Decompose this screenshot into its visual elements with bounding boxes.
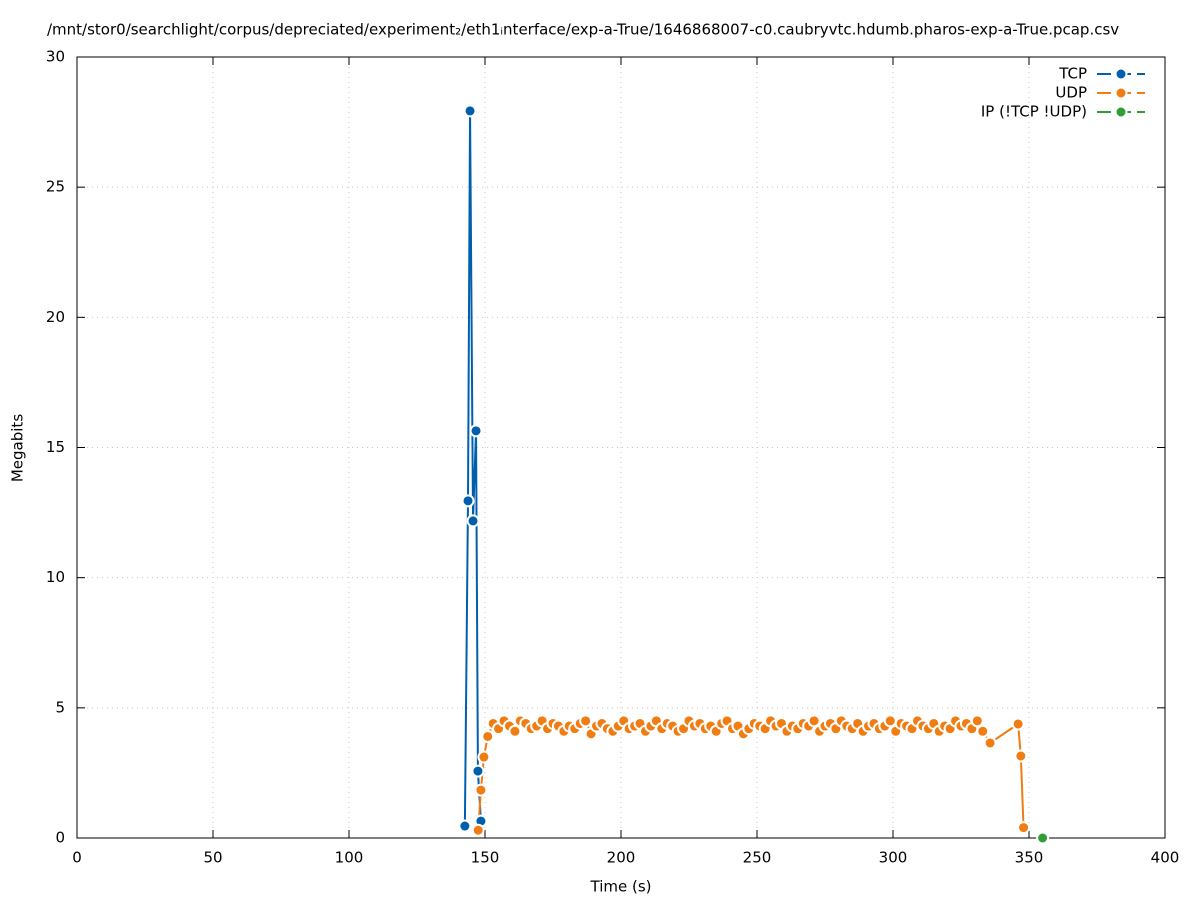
x-tick-label: 0 xyxy=(72,849,82,867)
x-tick-label: 150 xyxy=(471,849,500,867)
data-point xyxy=(1011,717,1025,731)
data-point xyxy=(976,724,990,738)
y-axis-label: Megabits xyxy=(9,414,27,482)
data-point xyxy=(463,104,477,118)
data-point xyxy=(1017,821,1031,835)
x-tick-label: 300 xyxy=(879,849,908,867)
x-tick-label: 350 xyxy=(1015,849,1044,867)
chart-title: /mnt/stor0/searchlight/corpus/depreciate… xyxy=(47,21,1119,39)
x-tick-label: 50 xyxy=(203,849,222,867)
x-tick-label: 200 xyxy=(607,849,636,867)
legend-label: UDP xyxy=(1055,84,1087,102)
data-point xyxy=(883,714,897,728)
y-tick-label: 25 xyxy=(46,178,65,196)
data-point xyxy=(461,494,475,508)
data-point xyxy=(458,819,472,833)
x-tick-label: 400 xyxy=(1151,849,1180,867)
legend-marker xyxy=(1114,105,1128,119)
legend-label: TCP xyxy=(1058,65,1087,83)
y-tick-label: 5 xyxy=(55,698,65,716)
data-point xyxy=(471,823,485,837)
x-tick-label: 100 xyxy=(335,849,364,867)
y-tick-label: 10 xyxy=(46,568,65,586)
data-point xyxy=(1014,749,1028,763)
y-tick-label: 20 xyxy=(46,308,65,326)
x-axis-label: Time (s) xyxy=(590,878,652,896)
data-point xyxy=(579,714,593,728)
data-point xyxy=(970,714,984,728)
plot-border xyxy=(76,56,1166,839)
legend-label: IP (!TCP !UDP) xyxy=(981,103,1087,121)
series-line xyxy=(463,110,482,827)
data-point xyxy=(807,714,821,728)
data-point xyxy=(477,750,491,764)
y-tick-label: 15 xyxy=(46,438,65,456)
data-point xyxy=(481,729,495,743)
x-tick-label: 250 xyxy=(743,849,772,867)
y-tick-label: 0 xyxy=(55,829,65,847)
data-point xyxy=(466,514,480,528)
data-point xyxy=(508,724,522,738)
legend-marker xyxy=(1114,86,1128,100)
data-point xyxy=(474,783,488,797)
data-point xyxy=(983,736,997,750)
data-point xyxy=(469,424,483,438)
data-point xyxy=(1036,831,1050,845)
y-tick-label: 30 xyxy=(46,48,65,66)
legend-marker xyxy=(1114,67,1128,81)
data-point xyxy=(471,764,485,778)
